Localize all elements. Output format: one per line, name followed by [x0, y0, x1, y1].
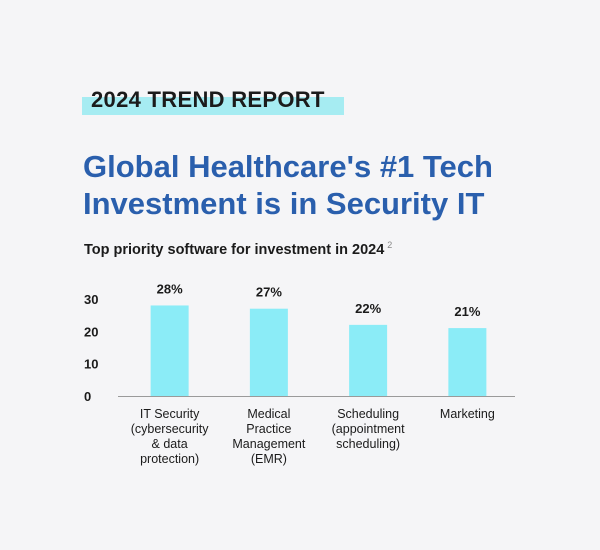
data-label: 27% [256, 285, 282, 300]
tag-text: 2024 TREND REPORT [91, 87, 325, 112]
data-label: 21% [454, 304, 480, 319]
headline: Global Healthcare's #1 Tech Investment i… [83, 149, 493, 221]
category-label: Scheduling (appointment scheduling) [332, 407, 405, 451]
y-tick-label: 0 [84, 389, 91, 404]
report-tag: 2024 TREND REPORT [82, 86, 344, 115]
bar [249, 308, 288, 396]
tag-highlight [82, 97, 344, 115]
y-tick-label: 30 [84, 292, 98, 307]
category-label: Marketing [440, 407, 495, 421]
bar [349, 324, 388, 396]
bar [448, 328, 487, 396]
y-tick-label: 10 [84, 357, 98, 372]
category-label: Medical Practice Management (EMR) [232, 407, 305, 466]
footnote-marker: 2 [387, 240, 393, 250]
subtitle-text: Top priority software for investment in … [84, 242, 385, 258]
data-label: 28% [157, 281, 183, 296]
bar [150, 305, 189, 396]
category-label: IT Security (cybersecurity & data protectio… [131, 407, 210, 466]
y-tick-label: 20 [84, 324, 98, 339]
data-label: 22% [355, 301, 381, 316]
chart-subtitle: Top priority software for investment in … [84, 240, 392, 258]
